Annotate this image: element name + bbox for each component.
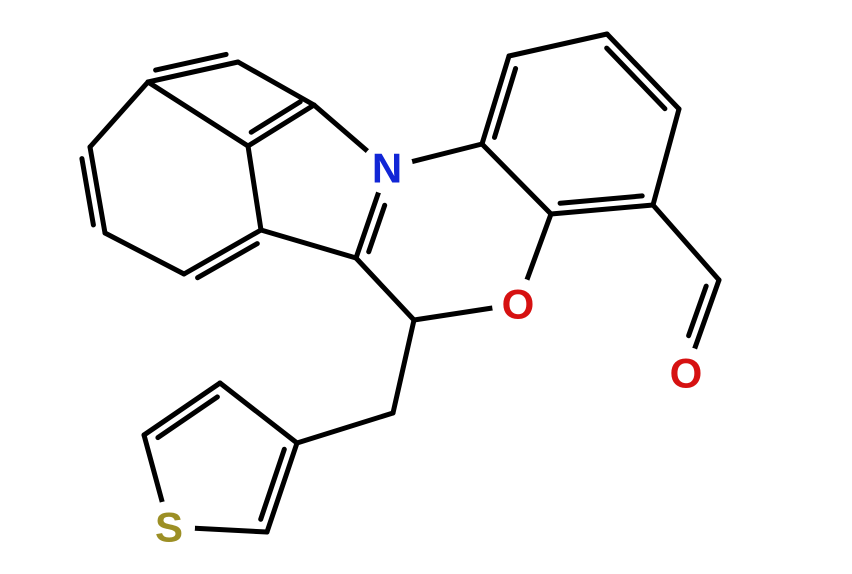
bond [314,105,367,151]
bond [414,308,492,320]
bond [105,233,184,274]
bond [195,528,267,532]
bond [653,109,679,205]
bond [356,193,379,258]
bond [144,435,162,502]
molecule-diagram: N O O S [0,0,852,574]
bonds-layer [82,34,719,532]
atom-label-s: S [155,504,183,551]
atom-label-n: N [372,145,402,192]
atom-label-o: O [502,281,535,328]
bond [495,69,516,138]
bond [261,230,356,258]
bond [148,62,238,82]
bond [607,48,665,109]
label-halos [143,142,712,553]
bond [238,62,314,105]
bond [527,214,551,280]
bond [393,320,414,413]
bond [248,146,261,230]
bond [412,144,482,162]
bond [482,144,551,214]
bond [90,82,148,147]
bond [184,230,261,274]
bond [297,413,393,443]
bond [607,34,679,109]
bond [148,82,248,146]
bond [356,258,414,320]
bond [509,34,607,56]
bond [653,205,719,280]
bond [560,196,642,203]
bond [144,383,220,435]
atom-label-o: O [670,350,703,397]
bond [551,205,653,214]
bond [220,383,297,443]
